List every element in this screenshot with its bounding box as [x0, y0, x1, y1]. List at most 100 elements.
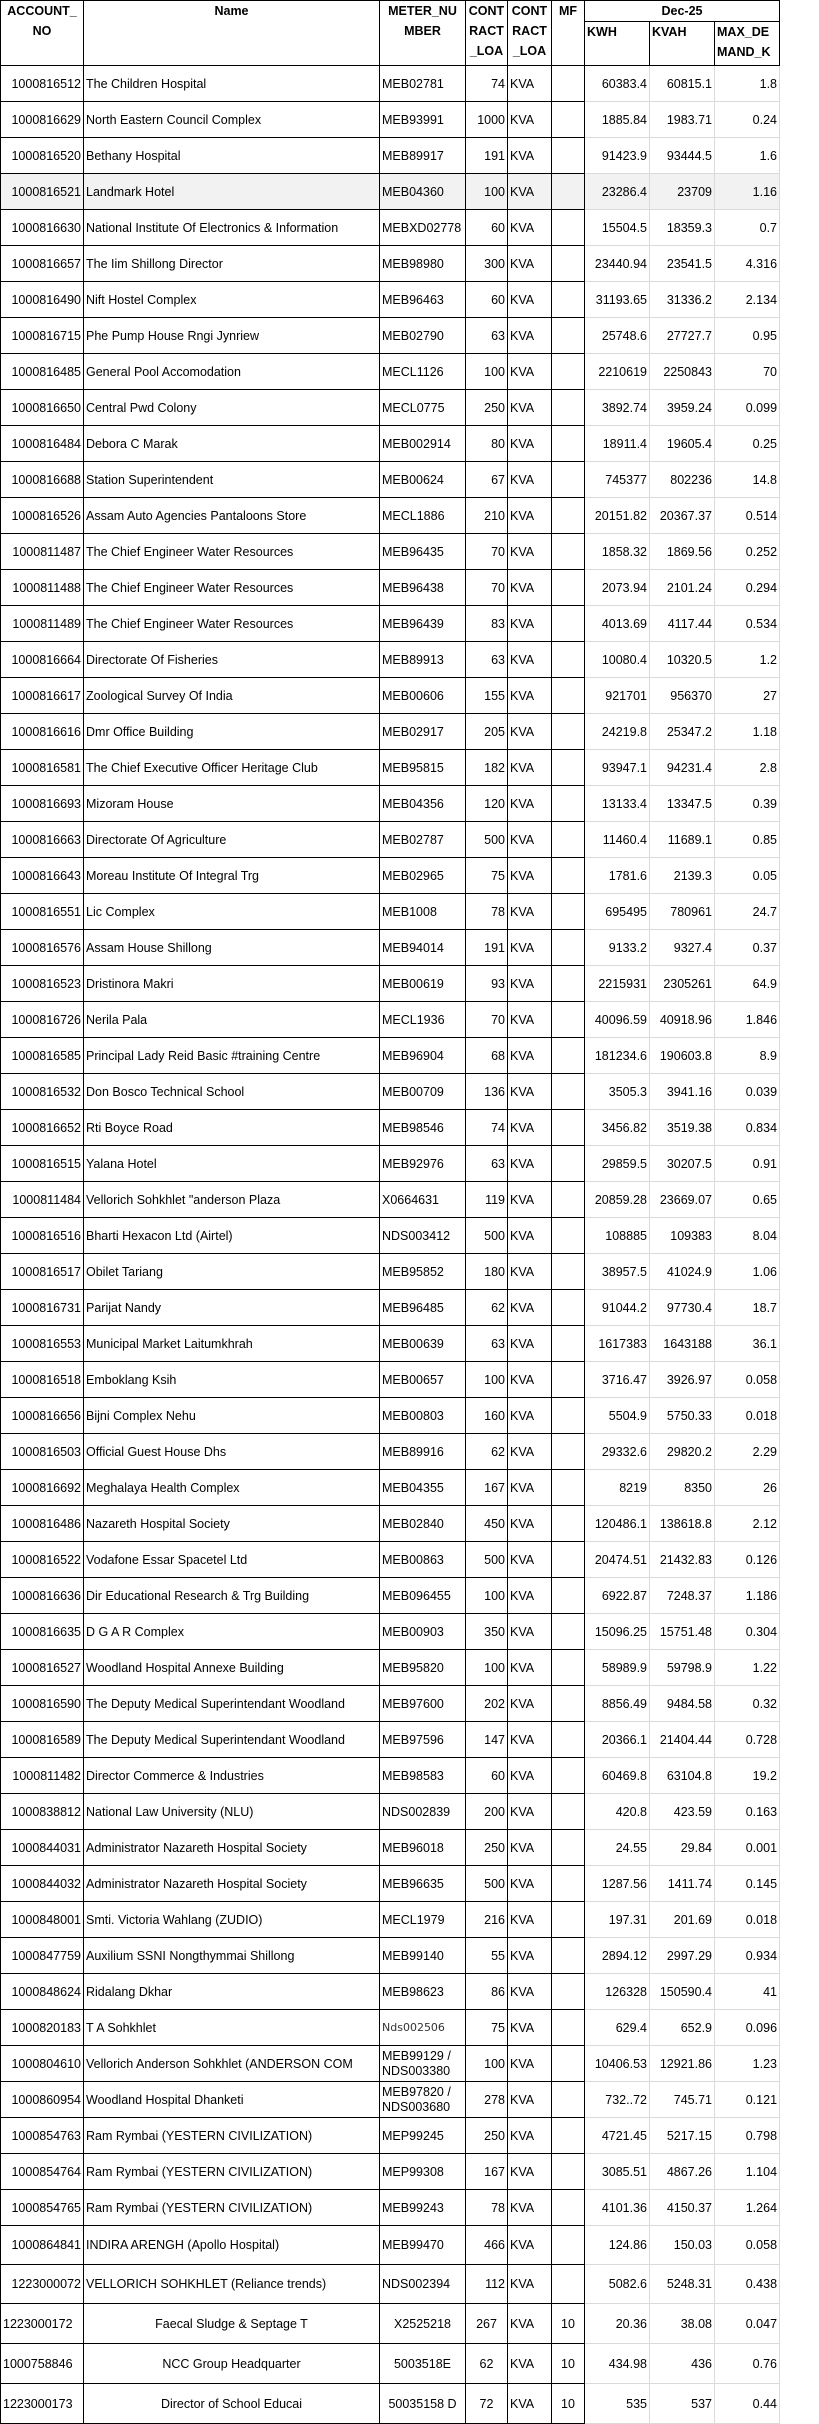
name-cell[interactable]: The Chief Engineer Water Resources: [83, 569, 380, 606]
meter-number-cell[interactable]: MEB97820 / NDS003680: [379, 2081, 466, 2118]
header-meter-number[interactable]: METER_NU MBER: [379, 0, 466, 66]
max-demand-cell[interactable]: 0.121: [713, 2081, 781, 2118]
table-row[interactable]: 1000811487 The Chief Engineer Water Resou…: [0, 533, 781, 570]
load-unit-cell[interactable]: KVA: [507, 857, 552, 894]
load-unit-cell[interactable]: KVA: [507, 569, 552, 606]
name-cell[interactable]: The Chief Executive Officer Heritage Clu…: [83, 749, 380, 786]
table-row[interactable]: 1000847759 Auxilium SSNI Nongthymmai Shil…: [0, 1937, 781, 1974]
name-cell[interactable]: Nift Hostel Complex: [83, 281, 380, 318]
table-row[interactable]: 1000864841 INDIRA ARENGH (Apollo Hospital…: [0, 2225, 781, 2265]
contract-load-cell[interactable]: 1000: [465, 101, 508, 138]
table-row[interactable]: 1000816486 Nazareth Hospital Society MEB02…: [0, 1505, 781, 1542]
table-row[interactable]: 1000844031 Administrator Nazareth Hospita…: [0, 1829, 781, 1866]
account-no-cell[interactable]: 1000854765: [0, 2189, 84, 2226]
mf-cell[interactable]: [551, 1217, 585, 1254]
max-demand-cell[interactable]: 0.05: [713, 857, 781, 894]
meter-number-cell[interactable]: MEB92976: [379, 1145, 466, 1182]
max-demand-cell[interactable]: 0.95: [713, 317, 781, 354]
mf-cell[interactable]: [551, 101, 585, 138]
contract-load-cell[interactable]: 75: [465, 857, 508, 894]
contract-load-cell[interactable]: 62: [465, 2343, 508, 2384]
kwh-cell[interactable]: 2894.12: [584, 1937, 650, 1974]
load-unit-cell[interactable]: KVA: [507, 1613, 552, 1650]
contract-load-cell[interactable]: 100: [465, 2045, 508, 2082]
load-unit-cell[interactable]: KVA: [507, 461, 552, 498]
account-no-cell[interactable]: 1000816616: [0, 713, 84, 750]
meter-number-cell[interactable]: MEB97596: [379, 1721, 466, 1758]
kwh-cell[interactable]: 1781.6: [584, 857, 650, 894]
contract-load-cell[interactable]: 75: [465, 2009, 508, 2046]
name-cell[interactable]: Woodland Hospital Dhanketi: [83, 2081, 380, 2118]
kwh-cell[interactable]: 38957.5: [584, 1253, 650, 1290]
contract-load-cell[interactable]: 100: [465, 1649, 508, 1686]
max-demand-cell[interactable]: 0.126: [713, 1541, 781, 1578]
load-unit-cell[interactable]: KVA: [507, 1073, 552, 1110]
header-kwh[interactable]: KWH: [584, 21, 650, 66]
kvah-cell[interactable]: 15751.48: [649, 1613, 715, 1650]
load-unit-cell[interactable]: KVA: [507, 137, 552, 174]
account-no-cell[interactable]: 1000811484: [0, 1181, 84, 1218]
account-no-cell[interactable]: 1000816617: [0, 677, 84, 714]
contract-load-cell[interactable]: 93: [465, 965, 508, 1002]
name-cell[interactable]: Station Superintendent: [83, 461, 380, 498]
max-demand-cell[interactable]: 14.8: [713, 461, 781, 498]
kwh-cell[interactable]: 60383.4: [584, 65, 650, 102]
contract-load-cell[interactable]: 74: [465, 1109, 508, 1146]
mf-cell[interactable]: [551, 137, 585, 174]
table-row[interactable]: 1000816527 Woodland Hospital Annexe Build…: [0, 1649, 781, 1686]
account-no-cell[interactable]: 1000816589: [0, 1721, 84, 1758]
load-unit-cell[interactable]: KVA: [507, 2225, 552, 2265]
table-row[interactable]: 1000816585 Principal Lady Reid Basic #tra…: [0, 1037, 781, 1074]
account-no-cell[interactable]: 1000816503: [0, 1433, 84, 1470]
kwh-cell[interactable]: 13133.4: [584, 785, 650, 822]
table-row[interactable]: 1000816518 Emboklang Ksih MEB00657 100 KVA 37…: [0, 1361, 781, 1398]
mf-cell[interactable]: [551, 1901, 585, 1938]
max-demand-cell[interactable]: 0.25: [713, 425, 781, 462]
kwh-cell[interactable]: 15096.25: [584, 1613, 650, 1650]
name-cell[interactable]: The Deputy Medical Superintendant Woodla…: [83, 1721, 380, 1758]
table-row[interactable]: 1000848001 Smti. Victoria Wahlang (ZUDIO)…: [0, 1901, 781, 1938]
max-demand-cell[interactable]: 0.047: [713, 2303, 781, 2344]
mf-cell[interactable]: [551, 1469, 585, 1506]
mf-cell[interactable]: [551, 1181, 585, 1218]
kvah-cell[interactable]: 150590.4: [649, 1973, 715, 2010]
meter-number-cell[interactable]: MEB00606: [379, 677, 466, 714]
name-cell[interactable]: Woodland Hospital Annexe Building: [83, 1649, 380, 1686]
load-unit-cell[interactable]: KVA: [507, 929, 552, 966]
contract-load-cell[interactable]: 70: [465, 533, 508, 570]
max-demand-cell[interactable]: 1.18: [713, 713, 781, 750]
meter-number-cell[interactable]: MEB00657: [379, 1361, 466, 1398]
kvah-cell[interactable]: 138618.8: [649, 1505, 715, 1542]
kwh-cell[interactable]: 3716.47: [584, 1361, 650, 1398]
table-row[interactable]: 1000816657 The Iim Shillong Director MEB98…: [0, 245, 781, 282]
account-no-cell[interactable]: 1000848001: [0, 1901, 84, 1938]
meter-number-cell[interactable]: MEB02965: [379, 857, 466, 894]
contract-load-cell[interactable]: 202: [465, 1685, 508, 1722]
header-period[interactable]: Dec-25: [583, 0, 781, 22]
kwh-cell[interactable]: 93947.1: [584, 749, 650, 786]
kwh-cell[interactable]: 2073.94: [584, 569, 650, 606]
mf-cell[interactable]: [551, 1829, 585, 1866]
mf-cell[interactable]: 10: [551, 2343, 585, 2384]
max-demand-cell[interactable]: 2.134: [713, 281, 781, 318]
kvah-cell[interactable]: 97730.4: [649, 1289, 715, 1326]
header-contract-load[interactable]: CONT RACT _LOA: [465, 0, 508, 66]
account-no-cell[interactable]: 1000816551: [0, 893, 84, 930]
header-name[interactable]: Name: [83, 0, 380, 66]
name-cell[interactable]: Dristinora Makri: [83, 965, 380, 1002]
contract-load-cell[interactable]: 55: [465, 1937, 508, 1974]
load-unit-cell[interactable]: KVA: [507, 1685, 552, 1722]
contract-load-cell[interactable]: 70: [465, 1001, 508, 1038]
load-unit-cell[interactable]: KVA: [507, 1433, 552, 1470]
meter-number-cell[interactable]: MEB96485: [379, 1289, 466, 1326]
name-cell[interactable]: Assam House Shillong: [83, 929, 380, 966]
kvah-cell[interactable]: 109383: [649, 1217, 715, 1254]
name-cell[interactable]: Ram Rymbai (YESTERN CIVILIZATION): [83, 2189, 380, 2226]
mf-cell[interactable]: [551, 533, 585, 570]
kvah-cell[interactable]: 745.71: [649, 2081, 715, 2118]
mf-cell[interactable]: [551, 1793, 585, 1830]
meter-number-cell[interactable]: MEB04360: [379, 173, 466, 210]
name-cell[interactable]: The Chief Engineer Water Resources: [83, 533, 380, 570]
contract-load-cell[interactable]: 167: [465, 1469, 508, 1506]
contract-load-cell[interactable]: 119: [465, 1181, 508, 1218]
